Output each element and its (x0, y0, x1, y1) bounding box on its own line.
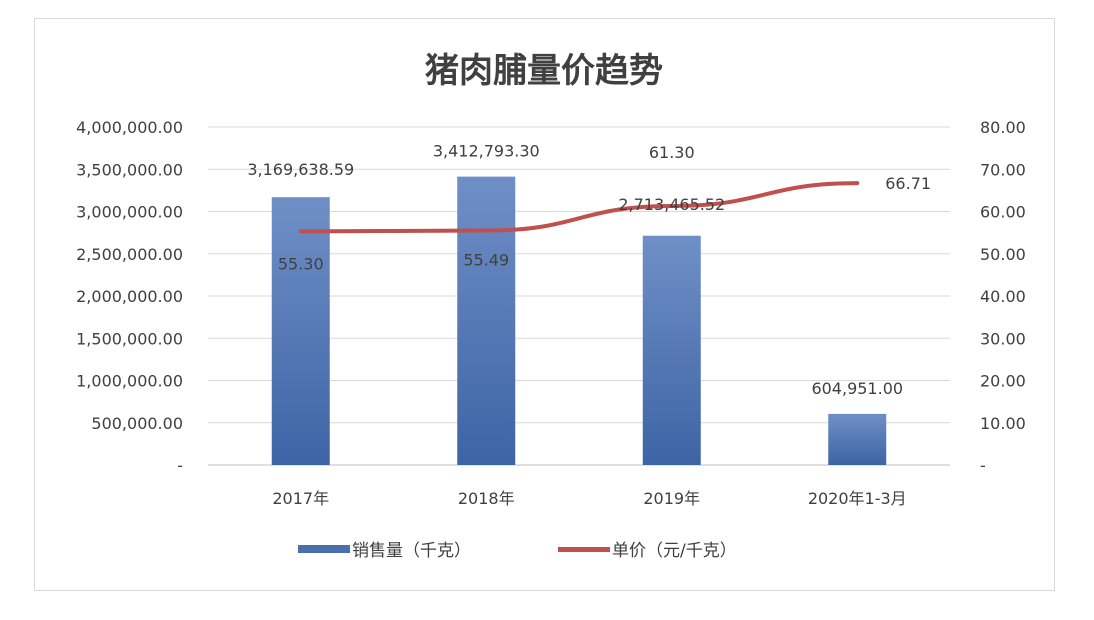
line-data-label: 55.49 (463, 251, 509, 270)
bar-data-label: 3,412,793.30 (433, 142, 540, 161)
chart-title: 猪肉脯量价趋势 (425, 51, 663, 91)
y-left-tick-label: 2,500,000.00 (76, 245, 183, 264)
price-line (298, 181, 860, 234)
legend-swatch-price (558, 547, 610, 552)
y-right-tick-label: 30.00 (980, 329, 1026, 348)
x-tick-label: 2020年1-3月 (808, 489, 907, 508)
legend-label-sales: 销售量（千克） (352, 541, 471, 561)
chart-frame (34, 18, 1055, 591)
legend-label-price: 单价（元/千克） (612, 541, 737, 561)
bar-series (271, 176, 887, 466)
y-right-tick-label: 20.00 (980, 372, 1026, 391)
y-left-tick-label: 4,000,000.00 (76, 118, 183, 137)
y-right-tick-label: - (980, 456, 986, 475)
y-right-tick-label: 50.00 (980, 245, 1026, 264)
x-tick-label: 2019年 (643, 489, 700, 508)
y-left-tick-label: 500,000.00 (91, 414, 183, 433)
y-right-tick-label: 10.00 (980, 414, 1026, 433)
x-axis: 2017年 2018年 2019年 2020年1-3月 (272, 489, 906, 508)
data-labels: 3,169,638.59 3,412,793.30 2,713,465.52 604,… (247, 142, 931, 398)
legend-swatch-sales (298, 545, 350, 553)
y-right-tick-label: 60.00 (980, 203, 1026, 222)
bar-data-label: 3,169,638.59 (247, 160, 354, 179)
y-right-tick-label: 80.00 (980, 118, 1026, 137)
y-left-tick-label: 3,000,000.00 (76, 203, 183, 222)
right-axis: - 10.00 20.00 30.00 40.00 50.00 60.00 70.00 80.0… (980, 118, 1026, 475)
y-left-tick-label: 1,500,000.00 (76, 329, 183, 348)
x-tick-label: 2017年 (272, 489, 329, 508)
y-left-tick-label: 3,500,000.00 (76, 160, 183, 179)
bar (457, 176, 516, 466)
x-tick-label: 2018年 (458, 489, 515, 508)
bar (642, 235, 701, 465)
y-left-tick-label: 2,000,000.00 (76, 287, 183, 306)
bar-data-label: 2,713,465.52 (618, 195, 725, 214)
gridlines (208, 126, 950, 466)
line-data-label: 61.30 (649, 143, 695, 162)
bar (271, 197, 330, 466)
bar-data-label: 604,951.00 (811, 379, 903, 398)
line-series (298, 181, 860, 234)
y-left-tick-label: - (177, 456, 183, 475)
y-right-tick-label: 70.00 (980, 160, 1026, 179)
left-axis: - 500,000.00 1,000,000.00 1,500,000.00 2,000… (76, 118, 183, 475)
line-data-label: 55.30 (278, 254, 324, 273)
y-left-tick-label: 1,000,000.00 (76, 372, 183, 391)
y-right-tick-label: 40.00 (980, 287, 1026, 306)
legend: 销售量（千克） 单价（元/千克） (298, 541, 737, 561)
line-data-label: 66.71 (885, 174, 931, 193)
bar (828, 413, 887, 465)
